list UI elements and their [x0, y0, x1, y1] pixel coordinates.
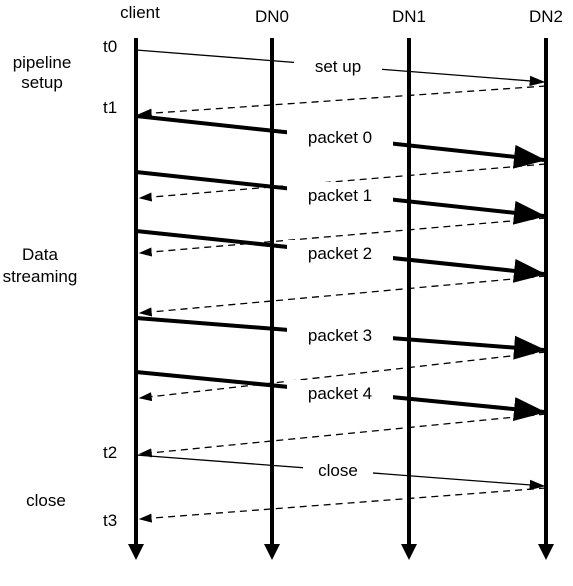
time-label-t3: t3 [103, 511, 117, 530]
ack-packet0-arrow [138, 163, 547, 202]
message-close-label: close [318, 461, 358, 480]
ack-packet4-arrow [138, 413, 547, 458]
lifeline-dn2-arrowhead [538, 544, 554, 560]
ack-close-arrow [138, 487, 547, 523]
phase-label-pipeline-setup-line1: pipeline [13, 53, 72, 72]
message-packet2-label: packet 2 [308, 244, 372, 263]
participant-dn1: DN1 [392, 7, 426, 26]
message-packet1-label-bg [287, 182, 393, 206]
lifeline-dn0-arrowhead [264, 544, 280, 560]
time-label-t0: t0 [103, 37, 117, 56]
participant-dn0: DN0 [255, 7, 289, 26]
lifeline-dn1-arrowhead [401, 544, 417, 560]
ack-packet3-arrow [138, 351, 547, 402]
message-packet0-label-bg [287, 124, 393, 148]
ack-setup-arrow [138, 85, 547, 118]
ack-packet2-arrow [138, 275, 547, 317]
message-packet3-label-bg [287, 322, 393, 346]
time-label-t1: t1 [103, 98, 117, 117]
phase-label-close: close [26, 491, 66, 510]
message-packet3-label: packet 3 [308, 326, 372, 345]
lifeline-client-arrowhead [128, 544, 144, 560]
phase-label-pipeline-setup-line2: setup [21, 73, 63, 92]
message-packet2-label-bg [287, 240, 393, 264]
participant-client: client [120, 3, 160, 22]
message-packet0-label: packet 0 [308, 128, 372, 147]
message-packet4-label: packet 4 [308, 384, 372, 403]
message-close-label-bg [303, 459, 373, 481]
phase-label-data-streaming-line1: Data [22, 245, 58, 264]
time-label-t2: t2 [103, 443, 117, 462]
ack-packet1-arrow [138, 217, 547, 257]
message-packet4-label-bg [287, 380, 393, 404]
phase-label-data-streaming-line2: streaming [3, 267, 78, 286]
message-setup-label-bg [294, 55, 382, 77]
participant-dn2: DN2 [529, 7, 563, 26]
message-packet1-label: packet 1 [308, 186, 372, 205]
message-setup-label: set up [315, 57, 361, 76]
